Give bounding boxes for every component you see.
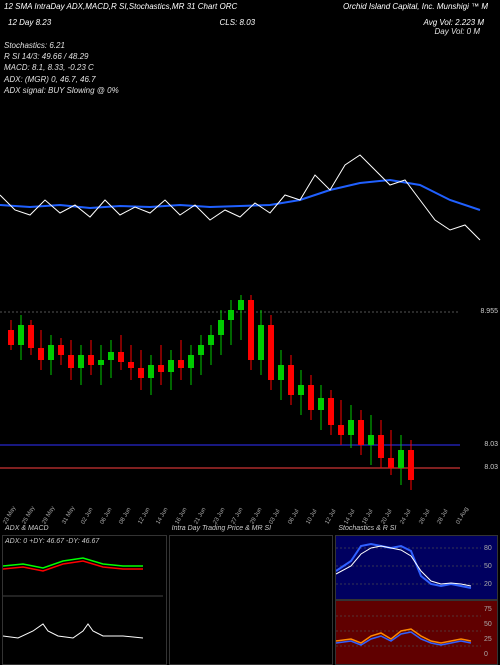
line-chart <box>0 105 500 285</box>
adx-value: ADX: (MGR) 0, 46.7, 46.7 <box>4 74 496 85</box>
intraday-panel: Intra Day Trading Price & MR SI <box>169 535 334 665</box>
header-text-left: 12 SMA IntraDay ADX,MACD,R SI,Stochastic… <box>4 2 237 11</box>
adx-panel-title: ADX & MACD <box>5 525 49 532</box>
candlestick-chart: 8.955 8.03 8.03 <box>0 290 500 510</box>
svg-text:50: 50 <box>484 621 492 628</box>
adx-signal-value: ADX signal: BUY Slowing @ 0% <box>4 85 496 96</box>
level-label-1: 8.955 <box>480 308 498 315</box>
lower-svg: 75 50 25 0 <box>336 601 496 661</box>
stochastics-value: Stochastics: 6.21 <box>4 40 496 51</box>
bottom-panels: ADX & MACD ADX: 0 +DY: 46.67 -DY: 46.67 … <box>0 535 500 665</box>
adx-macd-panel: ADX & MACD ADX: 0 +DY: 46.67 -DY: 46.67 <box>2 535 167 665</box>
lower-panel: 75 50 25 0 <box>335 600 498 665</box>
rsi-value: R SI 14/3: 49.66 / 48.29 <box>4 51 496 62</box>
svg-text:80: 80 <box>484 545 492 552</box>
adx-svg <box>3 536 163 661</box>
header-row2: 12 Day 8.23 CLS: 8.03 Avg Vol: 2.223 M <box>0 18 500 27</box>
day-vol-label: Day Vol: 0 M <box>435 27 481 36</box>
header-text-right: Orchid Island Capital, Inc. Munshigi ™ M <box>343 2 488 11</box>
avg-vol-label: Avg Vol: 2.223 M <box>424 18 484 27</box>
candlestick-svg <box>0 290 460 500</box>
day-label: 12 Day 8.23 <box>8 18 51 27</box>
chart-header: 12 SMA IntraDay ADX,MACD,R SI,Stochastic… <box>0 0 500 18</box>
svg-text:25: 25 <box>484 636 492 643</box>
svg-text:75: 75 <box>484 606 492 613</box>
adx-info-text: ADX: 0 +DY: 46.67 -DY: 46.67 <box>5 538 99 545</box>
svg-text:0: 0 <box>484 651 488 658</box>
day-vol-row: Day Vol: 0 M <box>0 27 500 36</box>
right-panels: Stochastics & R SI 805020 7550250 <box>335 535 498 665</box>
stoch-panel-title: Stochastics & R SI <box>338 525 396 532</box>
macd-value: MACD: 8.1, 8.33, -0.23 C <box>4 62 496 73</box>
svg-text:50: 50 <box>484 563 492 570</box>
indicators-block: Stochastics: 6.21 R SI 14/3: 49.66 / 48.… <box>0 36 500 100</box>
level-label-2: 8.03 <box>484 441 498 448</box>
svg-text:20: 20 <box>484 581 492 588</box>
line-chart-svg <box>0 105 490 285</box>
stoch-svg: 80 50 20 <box>336 536 496 596</box>
intra-panel-title: Intra Day Trading Price & MR SI <box>172 525 271 532</box>
level-label-3: 8.03 <box>484 464 498 471</box>
stochastics-panel: Stochastics & R SI 805020 <box>335 535 498 600</box>
header-indicators-list: 12 SMA IntraDay ADX,MACD,R SI,Stochastic… <box>4 2 496 11</box>
close-label: CLS: 8.03 <box>220 18 256 27</box>
